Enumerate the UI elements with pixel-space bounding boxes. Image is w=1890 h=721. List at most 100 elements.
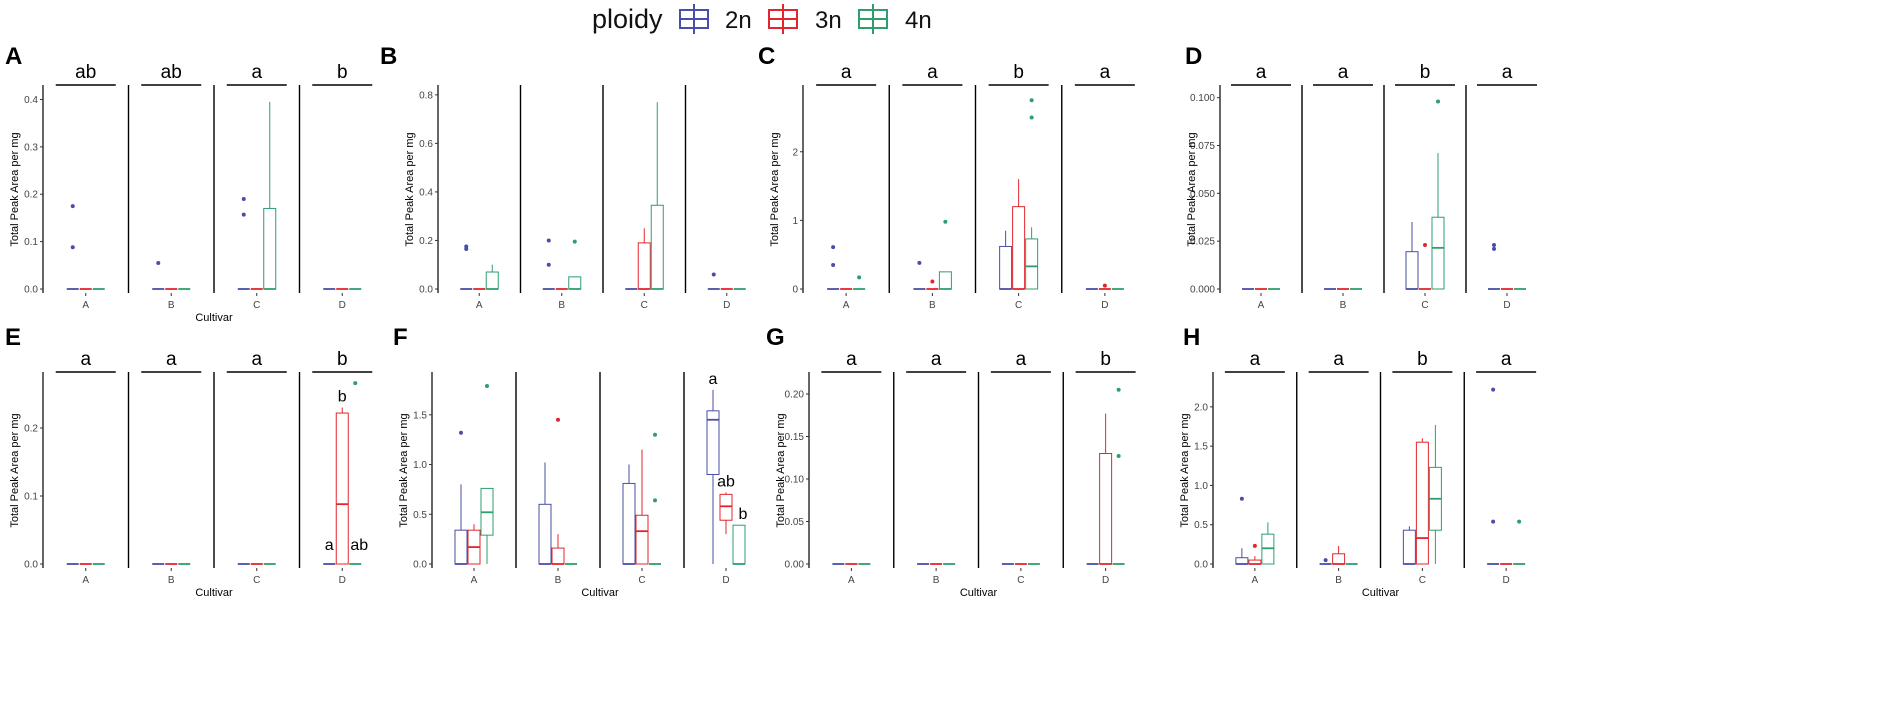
y-tick-label: 0.075	[1190, 141, 1215, 152]
facet-B: aB	[141, 349, 215, 586]
significance-letter: b	[1420, 62, 1431, 83]
x-tick-label: D	[1102, 575, 1109, 586]
y-tick-label: 2	[792, 147, 798, 158]
panel-letter: H	[1183, 324, 1200, 351]
y-tick-label: 0.5	[413, 510, 427, 521]
box-3n	[1012, 179, 1026, 290]
outlier-point	[241, 196, 246, 201]
significance-letter: a	[1502, 62, 1513, 83]
facet-A: aA	[816, 62, 890, 311]
y-axis-title: Total Peak Area per mg	[404, 132, 416, 246]
box-3n	[1415, 438, 1429, 565]
significance-letter: a	[1100, 62, 1111, 83]
y-axis-title: Total Peak Area per mg	[775, 413, 787, 527]
y-tick-label: 0.0	[1194, 560, 1208, 571]
x-tick-label: C	[641, 300, 648, 311]
box-4n	[1513, 519, 1526, 565]
significance-letter: b	[1417, 349, 1428, 370]
outlier-point	[930, 279, 935, 284]
x-tick-label: B	[555, 575, 562, 586]
facet-B: aB	[906, 349, 980, 586]
y-tick-label: 0.00	[785, 560, 805, 571]
panel-letter: C	[758, 43, 775, 70]
box-4n	[938, 219, 952, 290]
box-iqr	[1402, 529, 1416, 565]
box-4n: ab	[349, 381, 368, 565]
box-iqr	[551, 547, 565, 565]
y-tick-label: 0.8	[419, 90, 433, 101]
box-2n: a	[323, 537, 336, 565]
box-3n	[467, 524, 481, 565]
box-2n	[454, 430, 468, 565]
significance-letter: b	[337, 62, 348, 83]
box-4n	[1261, 522, 1275, 565]
box-iqr	[1332, 553, 1346, 565]
y-tick-label: 0.0	[24, 560, 38, 571]
facet-A: aA	[55, 349, 130, 586]
significance-letter: a	[1250, 349, 1261, 370]
y-tick-label: 0.15	[785, 432, 805, 443]
box-iqr	[1012, 206, 1026, 290]
facet-D: aD	[1074, 62, 1135, 311]
x-axis-title: Cultivar	[1362, 587, 1400, 599]
x-tick-label: C	[1419, 575, 1426, 586]
box-4n	[853, 275, 866, 290]
significance-letter: a	[931, 349, 942, 370]
legend-key-4n	[858, 4, 888, 34]
box-2n	[913, 260, 926, 290]
outlier-point	[1436, 99, 1440, 104]
box-iqr	[1025, 238, 1039, 290]
y-tick-label: 1	[792, 216, 798, 227]
y-tick-label: 0.1	[24, 237, 38, 248]
box-iqr	[635, 514, 649, 565]
x-tick-label: D	[723, 300, 730, 311]
y-tick-label: 0.2	[24, 424, 38, 435]
outlier-point	[1491, 387, 1496, 392]
outlier-point	[353, 381, 358, 386]
significance-letter: a	[251, 62, 262, 83]
outlier-point	[459, 430, 463, 435]
x-tick-label: A	[1258, 300, 1265, 311]
panel-B: B 0.0 0.2 0.4 0.6 0.8 Total Peak Area per mg A B…	[380, 43, 746, 311]
y-tick-label: 0.025	[1190, 237, 1215, 248]
box-2n	[1402, 526, 1416, 565]
facet-C: aC	[226, 62, 301, 311]
y-tick-label: 0.0	[413, 560, 427, 571]
box-iqr	[335, 412, 349, 565]
outlier-point	[485, 383, 489, 388]
box-4n	[480, 383, 494, 564]
box-iqr	[650, 204, 664, 290]
box-2n	[1405, 222, 1419, 290]
significance-letter: ab	[75, 62, 96, 83]
box-4n	[1431, 99, 1445, 290]
outlier-point	[1029, 115, 1034, 120]
significance-letter: a	[251, 349, 262, 370]
facet-A: aA	[1224, 349, 1298, 586]
outlier-point	[546, 262, 551, 267]
significance-letter: a	[1016, 349, 1027, 370]
outlier-point	[711, 272, 716, 277]
outlier-point	[1492, 246, 1496, 251]
facet-C: bC	[1395, 62, 1467, 311]
facet-B: aB	[1313, 62, 1385, 311]
outlier-point	[1491, 519, 1496, 524]
outlier-point	[917, 260, 922, 265]
y-tick-label: 0.100	[1190, 93, 1215, 104]
box-2n	[152, 260, 165, 290]
panel-A: A 0.0 0.1 0.2 0.3 0.4 Total Peak Area per mg Cu…	[5, 43, 373, 324]
x-tick-label: C	[1015, 300, 1022, 311]
legend-title: ploidy	[592, 4, 663, 34]
facet-D: D	[707, 272, 746, 311]
outlier-point	[857, 275, 862, 280]
y-axis-title: Total Peak Area per mg	[769, 132, 781, 246]
legend-label-3n: 3n	[815, 7, 842, 34]
outlier-point	[1029, 98, 1034, 103]
panel-D: D 0.000 0.025 0.050 0.075 0.100 Total Peak Are…	[1185, 43, 1537, 311]
legend-label-2n: 2n	[725, 7, 752, 34]
facet-A: aA	[821, 349, 895, 586]
box-4n	[263, 101, 277, 290]
